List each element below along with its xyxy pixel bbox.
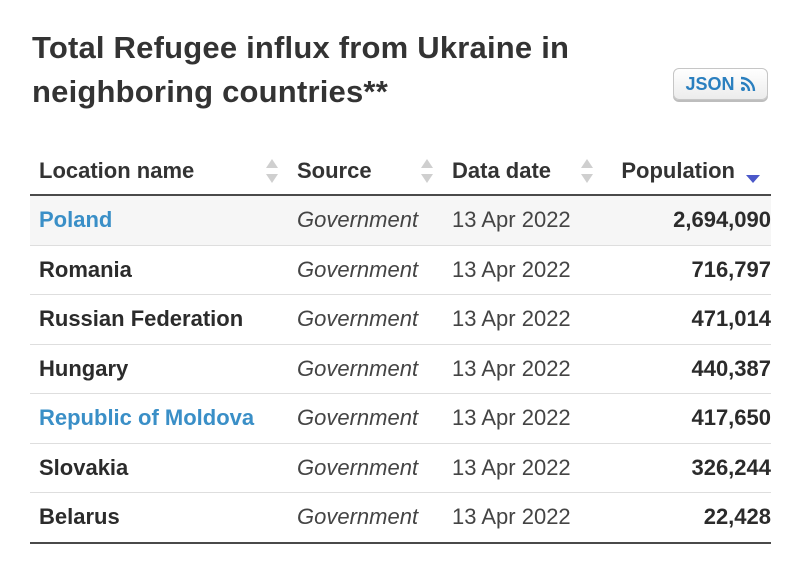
location-cell: Slovakia: [30, 443, 288, 493]
table-row: Romania Government 13 Apr 2022 716,797: [30, 245, 771, 295]
sort-both-icon: [421, 159, 433, 183]
source-cell: Government: [288, 492, 443, 544]
data-date-cell: 13 Apr 2022: [443, 245, 603, 295]
data-date-cell: 13 Apr 2022: [443, 344, 603, 394]
population-cell: 22,428: [603, 492, 771, 544]
data-date-cell: 13 Apr 2022: [443, 294, 603, 345]
source-cell: Government: [288, 344, 443, 394]
sort-descending-icon: [746, 175, 760, 183]
json-button-label: JSON: [685, 73, 735, 94]
column-header-label: Population: [621, 158, 735, 183]
column-header-data-date[interactable]: Data date: [443, 148, 603, 196]
source-cell: Government: [288, 443, 443, 493]
data-date-cell: 13 Apr 2022: [443, 443, 603, 493]
location-cell: Belarus: [30, 492, 288, 544]
sort-both-icon: [581, 159, 593, 183]
page-title: Total Refugee influx from Ukraine in nei…: [32, 30, 570, 109]
table-row: Republic of Moldova Government 13 Apr 20…: [30, 393, 771, 444]
table-row: Belarus Government 13 Apr 2022 22,428: [30, 492, 771, 544]
population-cell: 716,797: [603, 245, 771, 295]
column-header-label: Source: [297, 158, 372, 183]
refugee-table: Location name Source Data date: [30, 148, 771, 544]
source-cell: Government: [288, 393, 443, 444]
population-cell: 440,387: [603, 344, 771, 394]
data-date-cell: 13 Apr 2022: [443, 393, 603, 444]
table-row: Russian Federation Government 13 Apr 202…: [30, 294, 771, 345]
location-link[interactable]: Republic of Moldova: [30, 393, 288, 444]
column-header-label: Location name: [39, 158, 195, 183]
location-cell: Hungary: [30, 344, 288, 394]
population-cell: 2,694,090: [603, 195, 771, 246]
population-cell: 326,244: [603, 443, 771, 493]
location-cell: Romania: [30, 245, 288, 295]
sort-both-icon: [266, 159, 278, 183]
json-button[interactable]: JSON: [673, 68, 768, 100]
column-header-location[interactable]: Location name: [30, 148, 288, 196]
source-cell: Government: [288, 195, 443, 246]
data-date-cell: 13 Apr 2022: [443, 195, 603, 246]
source-cell: Government: [288, 245, 443, 295]
location-link[interactable]: Poland: [30, 195, 288, 246]
population-cell: 417,650: [603, 393, 771, 444]
rss-feed-icon: [740, 76, 755, 92]
table-row: Poland Government 13 Apr 2022 2,694,090: [30, 195, 771, 246]
table-row: Hungary Government 13 Apr 2022 440,387: [30, 344, 771, 394]
column-header-population[interactable]: Population: [603, 148, 771, 196]
source-cell: Government: [288, 294, 443, 345]
table-row: Slovakia Government 13 Apr 2022 326,244: [30, 443, 771, 493]
table-header-row: Location name Source Data date: [30, 148, 771, 196]
data-date-cell: 13 Apr 2022: [443, 492, 603, 544]
population-cell: 471,014: [603, 294, 771, 345]
column-header-source[interactable]: Source: [288, 148, 443, 196]
column-header-label: Data date: [452, 158, 552, 183]
location-cell: Russian Federation: [30, 294, 288, 345]
